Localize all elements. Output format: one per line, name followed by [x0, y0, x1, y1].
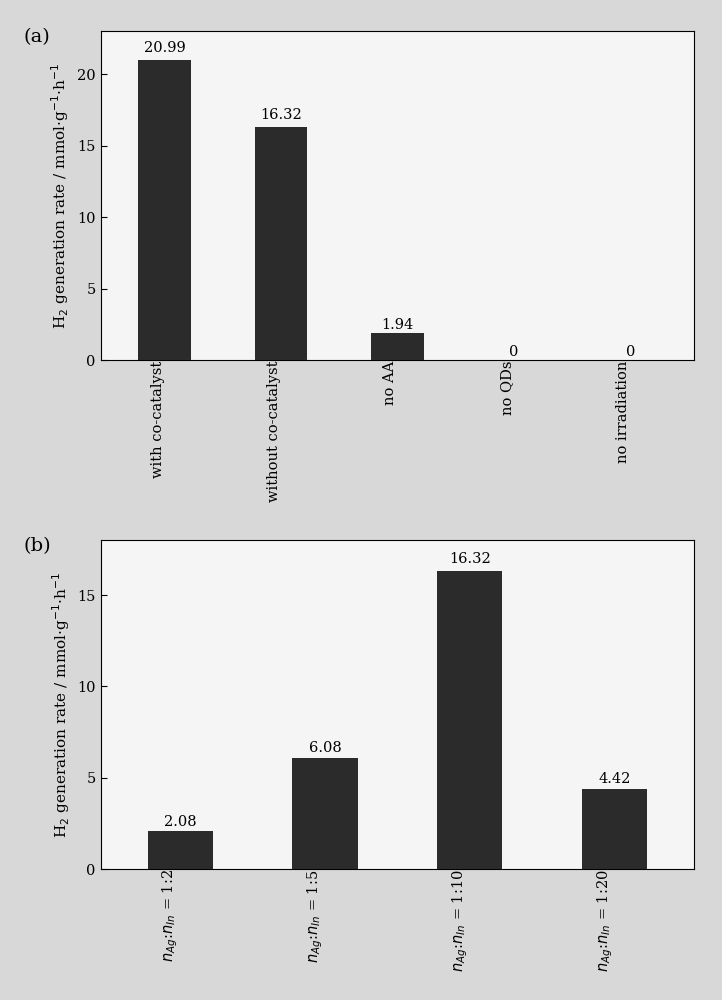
Text: 4.42: 4.42: [599, 772, 631, 786]
Bar: [438, 571, 503, 869]
Text: 16.32: 16.32: [449, 552, 491, 566]
Text: (b): (b): [23, 537, 51, 555]
Text: no QDs: no QDs: [500, 360, 514, 415]
Bar: [292, 758, 357, 869]
Text: 1.94: 1.94: [381, 318, 414, 332]
Text: no irradiation: no irradiation: [616, 360, 630, 463]
Text: without co-catalyst: without co-catalyst: [267, 360, 281, 502]
Bar: [147, 831, 213, 869]
Text: $n_{Ag}$:$n_{In}$ = 1:2: $n_{Ag}$:$n_{In}$ = 1:2: [160, 869, 180, 962]
Text: 16.32: 16.32: [260, 108, 302, 122]
Y-axis label: H$_2$ generation rate / mmol$\cdot$g$^{-1}$$\cdot$h$^{-1}$: H$_2$ generation rate / mmol$\cdot$g$^{-…: [50, 63, 71, 329]
Bar: [139, 60, 191, 360]
Text: (a): (a): [23, 28, 50, 46]
Text: with co-catalyst: with co-catalyst: [151, 360, 165, 478]
Text: $n_{Ag}$:$n_{In}$ = 1:10: $n_{Ag}$:$n_{In}$ = 1:10: [451, 869, 470, 972]
Bar: [371, 333, 424, 360]
Text: $n_{Ag}$:$n_{In}$ = 1:20: $n_{Ag}$:$n_{In}$ = 1:20: [595, 869, 614, 972]
Text: 2.08: 2.08: [164, 815, 196, 829]
Bar: [582, 789, 647, 869]
Text: no AA: no AA: [383, 360, 397, 405]
Bar: [255, 127, 307, 360]
Text: $n_{Ag}$:$n_{In}$ = 1:5: $n_{Ag}$:$n_{In}$ = 1:5: [305, 869, 325, 963]
Text: 0: 0: [625, 345, 635, 359]
Text: 20.99: 20.99: [144, 41, 186, 55]
Text: 6.08: 6.08: [308, 741, 342, 755]
Text: 0: 0: [509, 345, 518, 359]
Y-axis label: H$_2$ generation rate / mmol$\cdot$g$^{-1}$$\cdot$h$^{-1}$: H$_2$ generation rate / mmol$\cdot$g$^{-…: [50, 572, 71, 838]
